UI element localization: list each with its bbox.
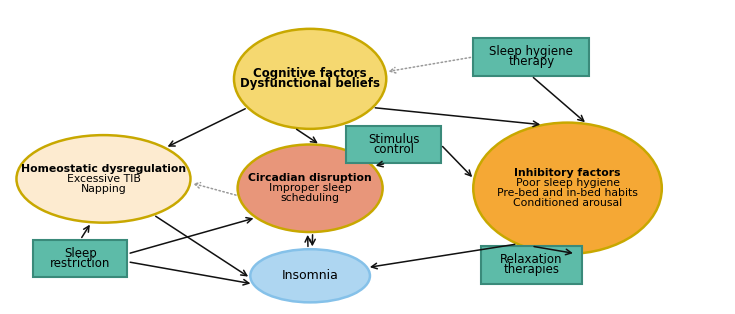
Text: Excessive TIB: Excessive TIB — [67, 174, 140, 184]
FancyBboxPatch shape — [346, 126, 441, 163]
FancyBboxPatch shape — [473, 38, 589, 76]
Text: control: control — [373, 143, 414, 156]
Text: Conditioned arousal: Conditioned arousal — [513, 198, 622, 208]
Text: Cognitive factors: Cognitive factors — [254, 67, 367, 80]
Ellipse shape — [237, 144, 383, 232]
Text: therapy: therapy — [508, 56, 554, 68]
Ellipse shape — [234, 29, 387, 129]
Text: scheduling: scheduling — [281, 193, 340, 203]
Text: Poor sleep hygiene: Poor sleep hygiene — [515, 178, 620, 188]
Text: Improper sleep: Improper sleep — [269, 183, 351, 193]
Ellipse shape — [473, 122, 662, 254]
Text: Stimulus: Stimulus — [368, 133, 419, 146]
Text: Inhibitory factors: Inhibitory factors — [514, 168, 621, 178]
FancyBboxPatch shape — [481, 246, 582, 284]
Text: Sleep: Sleep — [64, 247, 96, 260]
Ellipse shape — [16, 135, 190, 223]
Text: therapies: therapies — [503, 263, 559, 276]
Text: Relaxation: Relaxation — [500, 253, 562, 266]
Text: Insomnia: Insomnia — [282, 269, 339, 282]
Text: Homeostatic dysregulation: Homeostatic dysregulation — [21, 164, 186, 174]
FancyBboxPatch shape — [33, 240, 127, 277]
Text: Sleep hygiene: Sleep hygiene — [490, 46, 573, 58]
Text: Dysfunctional beliefs: Dysfunctional beliefs — [240, 77, 380, 90]
Ellipse shape — [251, 249, 370, 302]
Text: Circadian disruption: Circadian disruption — [248, 173, 372, 183]
Text: restriction: restriction — [50, 257, 110, 270]
Text: Napping: Napping — [81, 184, 126, 194]
Text: Pre-bed and in-bed habits: Pre-bed and in-bed habits — [497, 188, 638, 198]
